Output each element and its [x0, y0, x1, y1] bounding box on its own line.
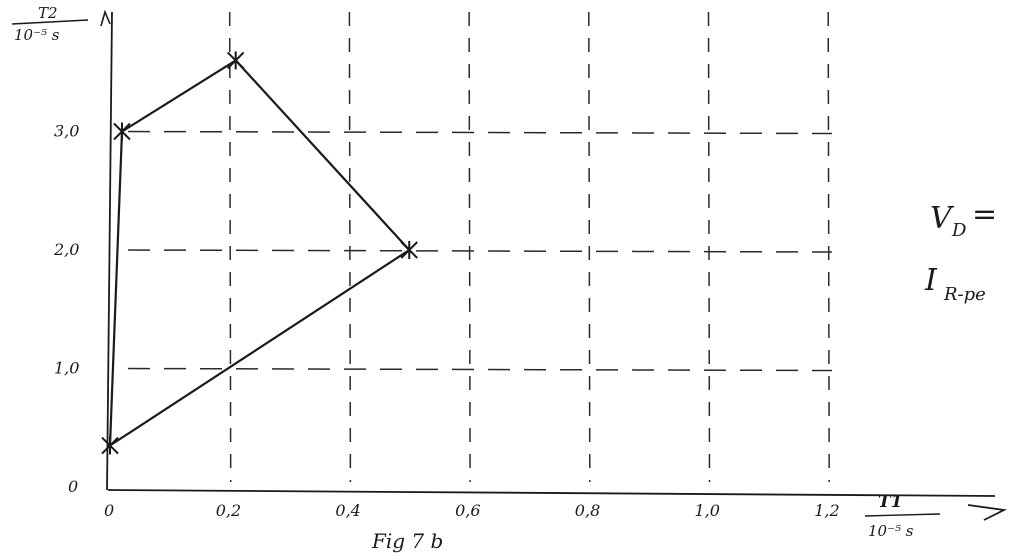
series-line [108, 59, 411, 447]
grid-line-horizontal [127, 367, 833, 372]
x-tick-label: 1,0 [695, 501, 720, 520]
tick-labels: 0 0,2 0,4 0,6 0,8 1,0 1,2 0 1,0 2,0 3,0 [53, 122, 840, 521]
y-axis [106, 11, 113, 491]
data-point-marker [400, 241, 418, 259]
y-tick-label: 1,0 [54, 359, 79, 378]
y-tick-label: 3,0 [54, 122, 79, 141]
x-axis-unit: 10⁻⁵ s [868, 522, 914, 540]
y-axis-symbol: T2 [38, 4, 58, 22]
x-tick-label: 0,6 [455, 501, 480, 520]
x-tick-label: 0,4 [335, 501, 360, 520]
grid-line-vertical [348, 11, 352, 483]
x-axis-title: T1 10⁻⁵ s [864, 492, 941, 540]
annotation-equals: = [972, 197, 997, 232]
grid-line-vertical [707, 11, 711, 483]
grid-line-horizontal [127, 130, 833, 135]
data-point-marker [226, 51, 245, 70]
annotation-i: I [924, 263, 938, 298]
x-tick-label: 1,2 [814, 501, 839, 520]
figure-caption: Fig 7 b [371, 529, 443, 553]
x-axis [107, 489, 996, 497]
y-tick-label: 2,0 [53, 240, 79, 259]
x-tick-label: 0 [104, 501, 114, 520]
x-axis-symbol: T1 [878, 492, 902, 512]
y-axis-title: T2 10⁻⁵ s [11, 4, 89, 44]
annotation-v-subscript: D [951, 220, 967, 241]
y-axis-unit: 10⁻⁵ s [14, 26, 60, 44]
data-series [101, 51, 418, 455]
grid-line-vertical [468, 11, 471, 483]
grid-lines [127, 11, 833, 483]
x-axis-title-fraction-bar [864, 513, 941, 517]
y-axis-arrow [100, 9, 111, 27]
grid-line-vertical [827, 11, 830, 483]
side-annotation: V D = I R-pe [924, 197, 997, 305]
data-point-marker [101, 436, 119, 455]
data-point-marker [113, 122, 131, 141]
grid-line-vertical [228, 11, 232, 483]
y-tick-label: 0 [68, 477, 78, 496]
grid-line-horizontal [127, 249, 833, 253]
x-axis-arrow [967, 504, 1007, 521]
annotation-i-subscript: R-pe [943, 284, 986, 305]
y-axis-title-fraction-bar [11, 19, 89, 25]
axes [100, 9, 1007, 521]
grid-line-vertical [588, 11, 591, 483]
annotation-v: V [930, 201, 955, 236]
x-tick-label: 0,2 [216, 501, 241, 520]
x-tick-label: 0,8 [575, 501, 600, 520]
